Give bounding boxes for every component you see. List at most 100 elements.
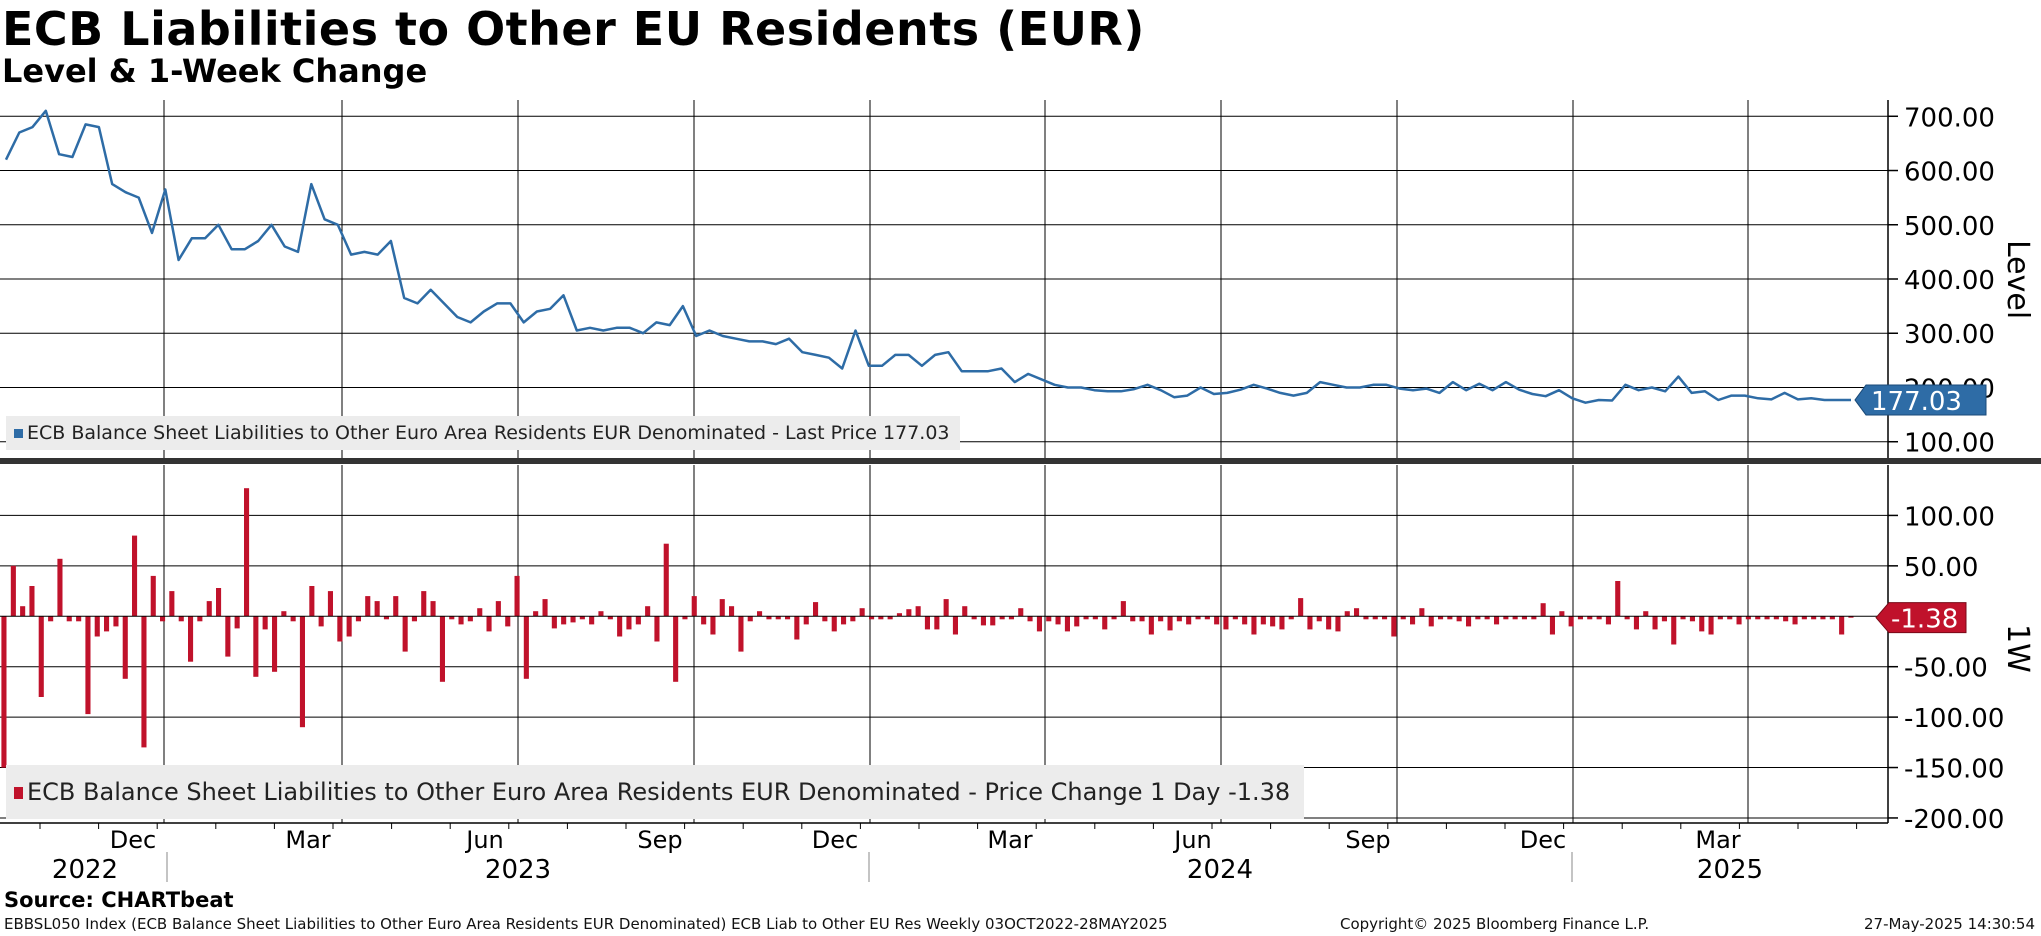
change-bar <box>505 616 511 627</box>
change-bar <box>551 616 557 629</box>
change-bar <box>337 616 343 642</box>
change-bar <box>141 616 147 748</box>
change-bar <box>1130 616 1136 622</box>
change-bar <box>896 613 902 617</box>
change-bar <box>1027 616 1033 622</box>
change-bar <box>449 616 455 620</box>
change-bar <box>421 591 427 617</box>
ytick-label-bottom-4: -150.00 <box>1904 755 2004 785</box>
change-bar <box>346 616 352 637</box>
change-bar <box>1615 581 1621 617</box>
legend-level: ECB Balance Sheet Liabilities to Other E… <box>6 416 960 450</box>
change-bar <box>1008 616 1014 620</box>
change-bar <box>1661 616 1667 622</box>
change-bar <box>1596 616 1602 620</box>
change-bar <box>1736 616 1742 625</box>
xtick-month-4: Dec <box>812 826 858 854</box>
change-bar <box>272 616 278 672</box>
change-bar <box>971 616 977 620</box>
change-bar <box>1559 611 1565 617</box>
change-bar <box>1531 616 1537 620</box>
ytick-label-top-2: 500.00 <box>1904 212 1995 242</box>
change-bar <box>523 616 529 679</box>
change-bar <box>197 616 203 622</box>
change-bar <box>1587 616 1593 620</box>
change-bar <box>1382 616 1388 620</box>
change-bar <box>999 616 1005 620</box>
change-bar <box>1036 616 1042 632</box>
level-line <box>4 109 1851 404</box>
change-bar <box>1232 616 1238 620</box>
legend-change-swatch <box>14 787 23 799</box>
last-value-label-level: 177.03 <box>1871 387 1962 417</box>
change-bar <box>906 609 912 617</box>
change-bar <box>1764 616 1770 620</box>
change-bar <box>169 591 175 617</box>
legend-change-text: ECB Balance Sheet Liabilities to Other E… <box>27 778 1291 806</box>
ytick-label-bottom-1: 50.00 <box>1904 553 1978 583</box>
change-bar <box>654 616 660 642</box>
change-bar <box>1204 616 1210 620</box>
change-bar <box>701 616 707 625</box>
change-bar <box>365 596 371 617</box>
change-bar <box>766 616 772 620</box>
footer-timestamp: 27-May-2025 14:30:54 <box>1864 915 2035 933</box>
change-bar <box>757 611 763 617</box>
change-bar <box>10 565 16 617</box>
change-bar <box>1410 616 1416 625</box>
change-bar <box>495 601 501 617</box>
change-bar <box>1214 616 1220 625</box>
change-bar <box>1680 616 1686 620</box>
change-bar <box>561 616 567 625</box>
change-bar <box>990 616 996 626</box>
axes <box>0 100 2041 882</box>
ytick-label-top-3: 400.00 <box>1904 266 1995 296</box>
change-bar <box>234 616 240 629</box>
change-bar <box>1633 616 1639 630</box>
change-bar <box>66 616 72 622</box>
xtick-month-9: Mar <box>1695 826 1740 854</box>
last-value-tag-level <box>1854 384 1987 416</box>
change-bar <box>411 616 417 622</box>
footer-description: EBBSL050 Index (ECB Balance Sheet Liabil… <box>4 915 1168 933</box>
legend-level-text: ECB Balance Sheet Liabilities to Other E… <box>27 422 950 444</box>
xtick-month-5: Mar <box>987 826 1032 854</box>
xtick-month-7: Sep <box>1345 826 1390 854</box>
change-bar <box>1120 601 1126 617</box>
change-bar <box>952 616 958 635</box>
change-bar <box>458 616 464 625</box>
change-bar <box>924 616 930 630</box>
change-bar <box>1186 616 1192 625</box>
change-bar <box>48 616 54 622</box>
last-value-label-change: -1.38 <box>1891 605 1958 635</box>
change-bar <box>477 608 483 617</box>
change-bar <box>943 599 949 617</box>
change-bar <box>1400 616 1406 620</box>
change-bar <box>38 616 44 697</box>
change-bar <box>132 535 138 617</box>
change-bar <box>915 606 921 617</box>
change-bar <box>244 488 250 617</box>
change-bar <box>216 588 222 617</box>
change-bar <box>374 601 380 617</box>
change-bar <box>1158 616 1164 622</box>
change-bar <box>1148 616 1154 635</box>
ytick-label-top-4: 300.00 <box>1904 320 1995 350</box>
change-bar <box>1195 616 1201 620</box>
change-bar <box>822 616 828 622</box>
change-bar <box>962 606 968 617</box>
change-bar <box>663 543 669 617</box>
change-bar <box>178 616 184 622</box>
xtick-month-6: Jun <box>1172 826 1212 854</box>
change-bar <box>542 599 548 617</box>
change-bar <box>589 616 595 625</box>
change-bar <box>85 616 91 715</box>
change-bar <box>1811 616 1817 620</box>
change-bar <box>1092 616 1098 620</box>
change-bar <box>1466 616 1472 627</box>
change-bar <box>1055 616 1061 625</box>
change-bar <box>729 606 735 617</box>
change-bar <box>1549 616 1555 635</box>
ytick-label-bottom-2: -50.00 <box>1904 654 1988 684</box>
